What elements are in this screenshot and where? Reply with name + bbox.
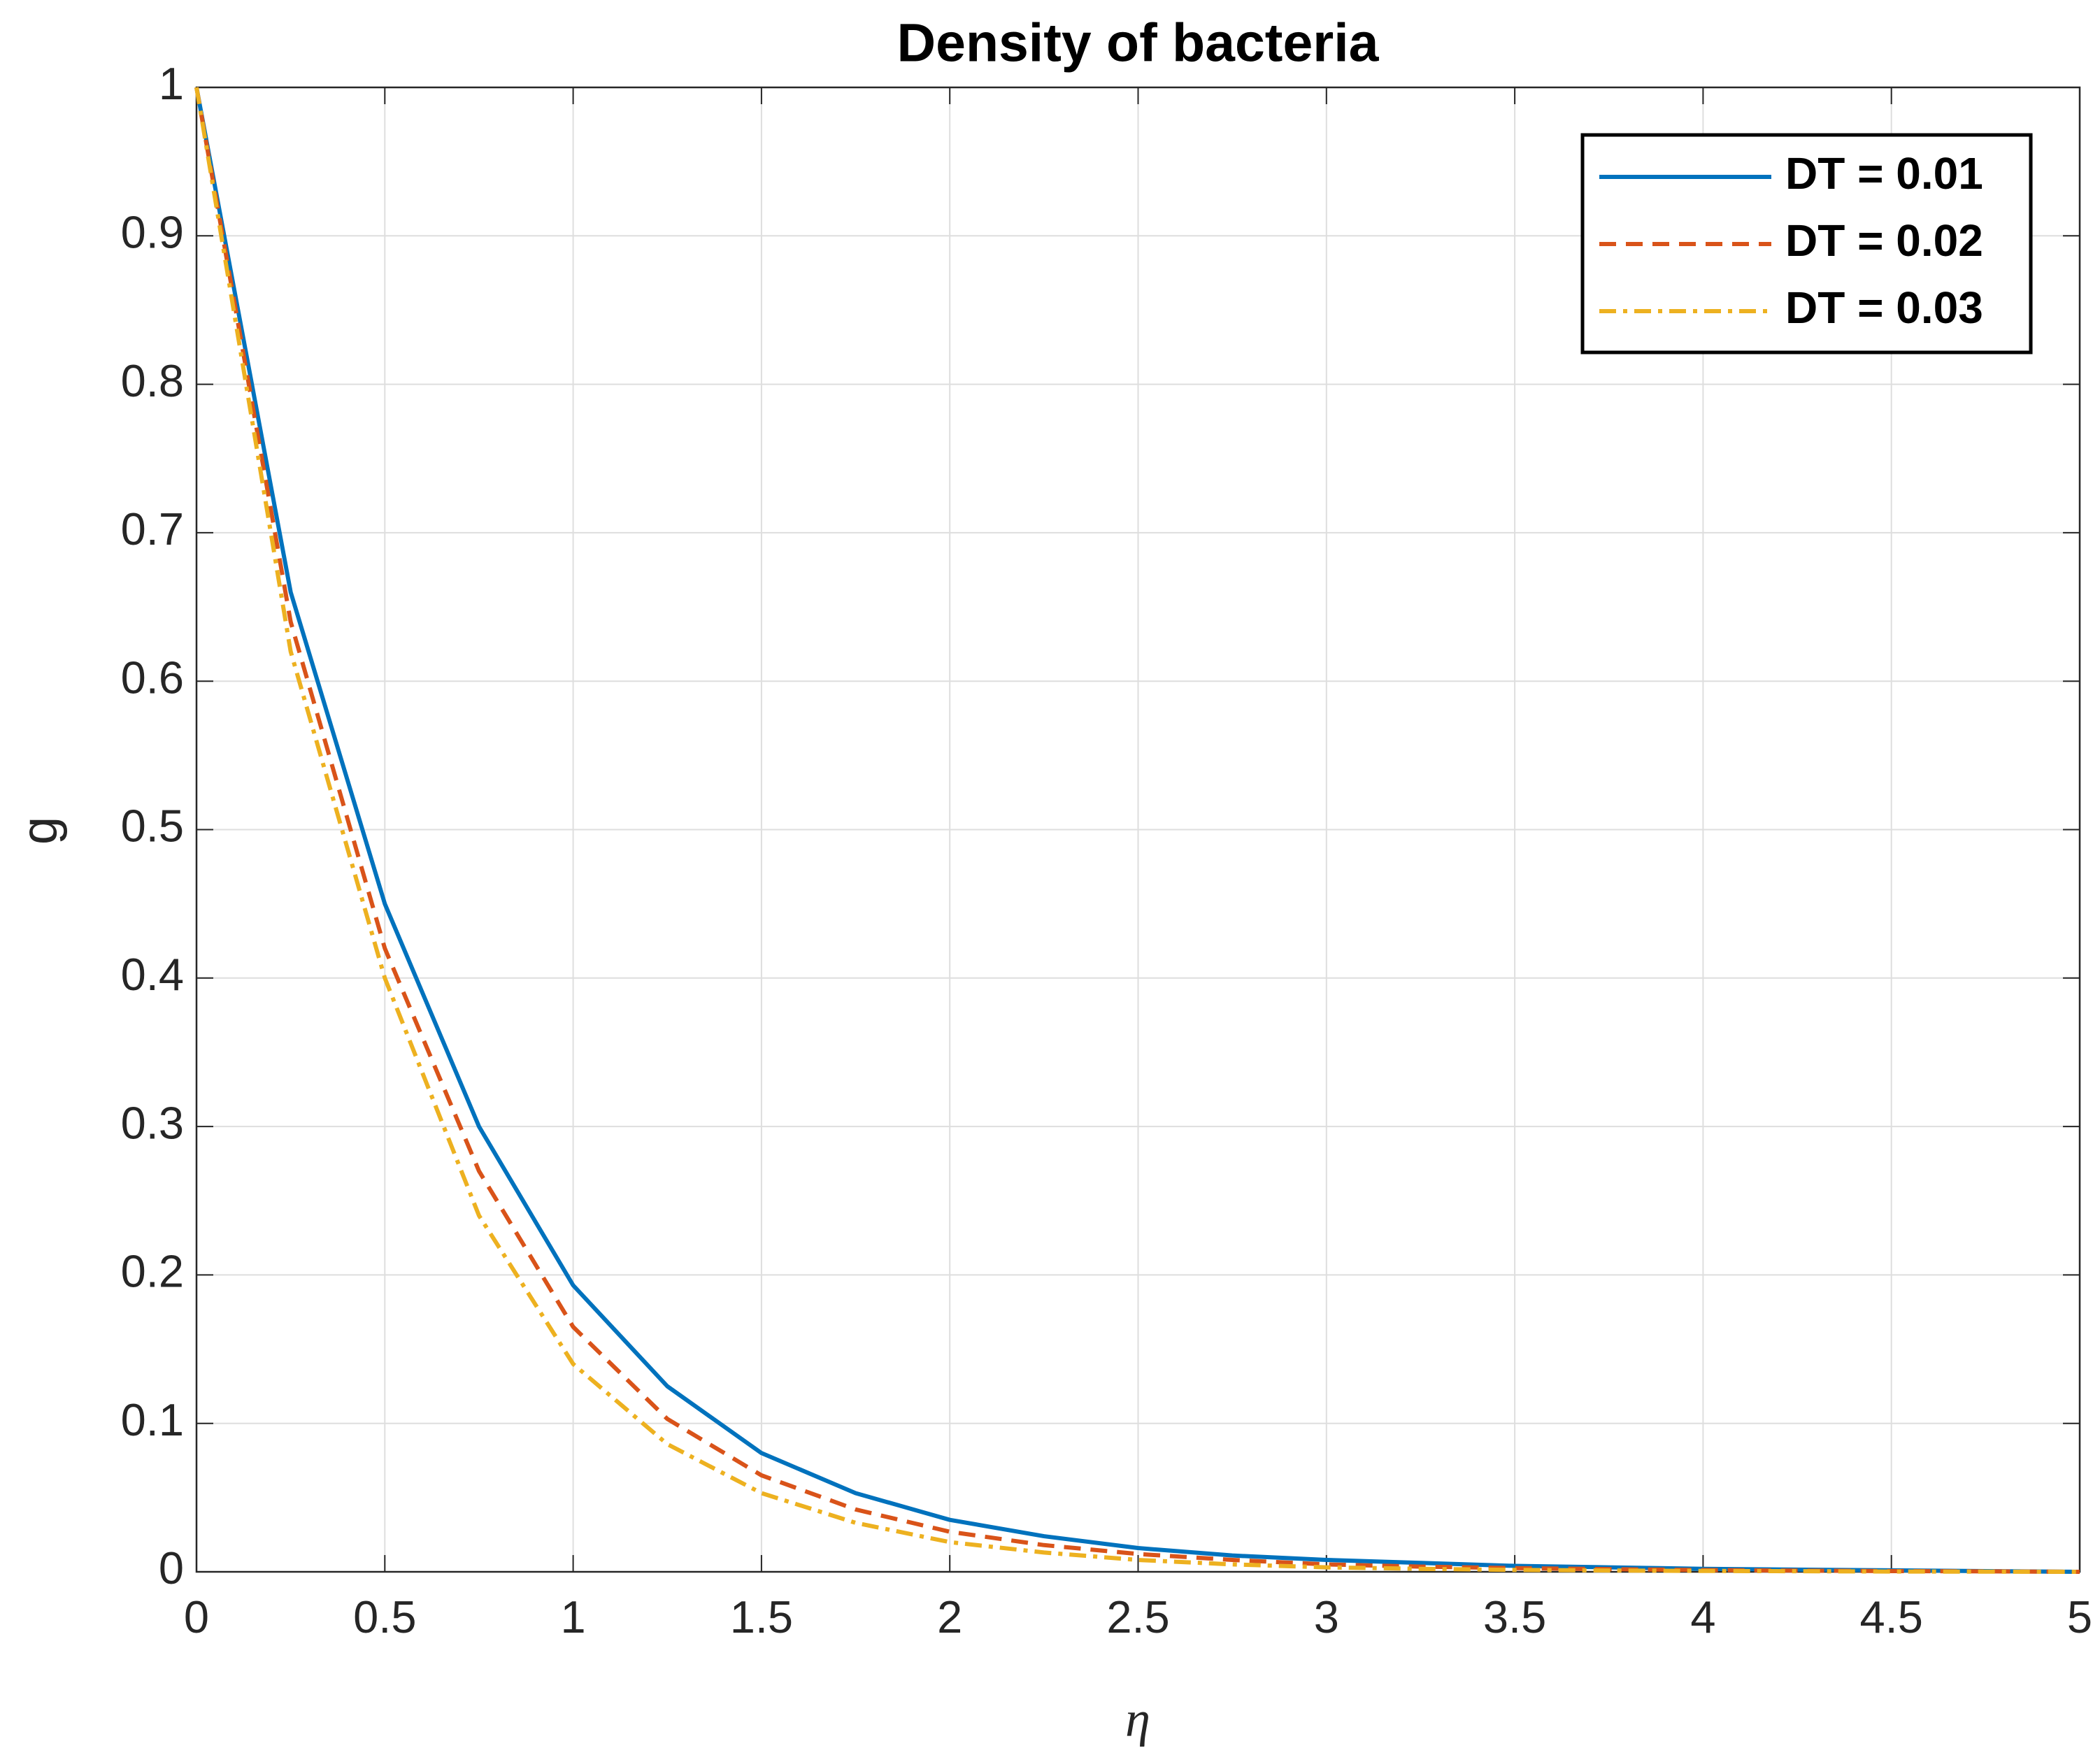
x-tick-label: 1 <box>561 1591 586 1642</box>
x-axis-label: η <box>1125 1691 1150 1747</box>
x-tick-label: 0.5 <box>353 1591 416 1642</box>
x-tick-label: 4 <box>1690 1591 1715 1642</box>
y-tick-label: 0.7 <box>121 503 184 554</box>
x-tick-label: 1.5 <box>730 1591 793 1642</box>
x-tick-label: 0 <box>184 1591 209 1642</box>
y-tick-label: 1 <box>159 58 184 109</box>
legend-label: DT = 0.01 <box>1785 148 1983 199</box>
x-tick-label: 5 <box>2067 1591 2092 1642</box>
legend-label: DT = 0.03 <box>1785 282 1983 333</box>
x-tick-label: 3.5 <box>1483 1591 1546 1642</box>
legend-label: DT = 0.02 <box>1785 215 1983 266</box>
y-tick-label: 0.6 <box>121 652 184 703</box>
x-tick-label: 3 <box>1314 1591 1339 1642</box>
y-tick-label: 0.9 <box>121 206 184 257</box>
y-tick-label: 0.5 <box>121 801 184 852</box>
y-tick-label: 0.8 <box>121 355 184 406</box>
y-tick-label: 0.1 <box>121 1394 184 1445</box>
data-line <box>194 87 2080 1574</box>
x-tick-label: 4.5 <box>1860 1591 1923 1642</box>
x-tick-label: 2.5 <box>1106 1591 1169 1642</box>
plot-frame <box>195 86 2081 1573</box>
y-axis-label: g <box>12 817 68 845</box>
chart-title: Density of bacteria <box>897 13 1380 73</box>
y-tick-label: 0.3 <box>121 1097 184 1148</box>
y-tick-label: 0.2 <box>121 1246 184 1297</box>
x-tick-label: 2 <box>937 1591 962 1642</box>
y-tick-label: 0 <box>159 1542 184 1593</box>
data-line <box>194 87 2080 1574</box>
y-tick-label: 0.4 <box>121 949 184 1000</box>
